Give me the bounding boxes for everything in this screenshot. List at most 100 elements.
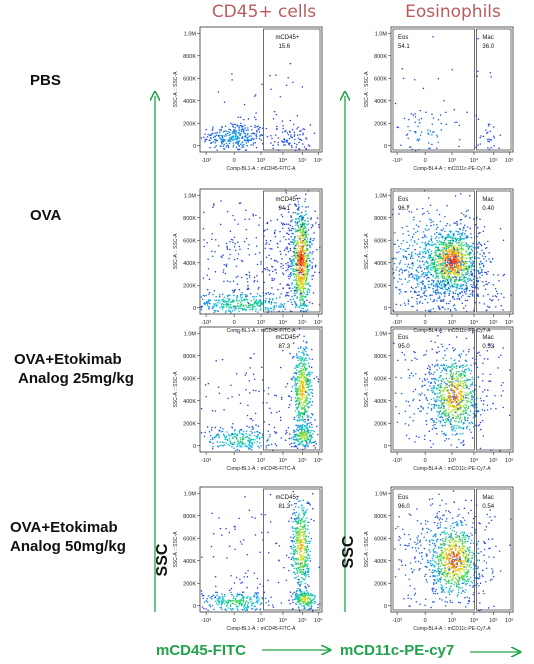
event-dot (431, 143, 433, 146)
event-dot (295, 292, 298, 294)
event-dot (470, 273, 472, 276)
event-dot (423, 256, 426, 259)
event-dot (461, 287, 463, 290)
event-dot (427, 242, 430, 244)
event-dot (300, 442, 302, 445)
event-dot (461, 284, 464, 287)
event-dot (294, 294, 296, 297)
event-dot (291, 129, 294, 131)
event-dot (214, 135, 217, 138)
event-dot (486, 283, 489, 285)
event-dot (441, 254, 444, 256)
event-dot (220, 128, 223, 131)
event-dot (301, 218, 304, 221)
event-dot (223, 444, 226, 446)
event-dot (210, 439, 212, 441)
event-dot (404, 269, 406, 272)
event-dot (239, 437, 242, 439)
event-dot (404, 250, 406, 252)
event-dot (285, 254, 287, 256)
event-dot (441, 244, 443, 246)
event-dot (286, 294, 289, 296)
event-dot (466, 384, 468, 387)
event-dot (308, 301, 311, 304)
event-dot (445, 123, 447, 125)
y-tick-label: 800K (183, 54, 196, 60)
event-dot (302, 307, 304, 310)
event-dot (238, 288, 241, 291)
event-dot (458, 298, 461, 301)
event-dot (432, 307, 435, 310)
event-dot (280, 303, 282, 305)
event-dot (307, 144, 310, 146)
event-dot (306, 274, 309, 276)
event-dot (302, 256, 305, 258)
event-dot (433, 224, 435, 226)
event-dot (308, 269, 311, 271)
event-dot (418, 264, 421, 267)
event-dot (275, 74, 277, 76)
event-dot (477, 269, 479, 271)
event-dot (225, 435, 228, 437)
event-dot (446, 279, 449, 281)
event-dot (305, 227, 307, 230)
event-dot (255, 310, 257, 312)
event-dot (241, 126, 243, 128)
event-dot (472, 281, 475, 284)
event-dot (264, 247, 266, 250)
event-dot (451, 428, 453, 431)
event-dot (301, 234, 304, 237)
event-dot (206, 288, 209, 291)
event-dot (396, 239, 399, 241)
y-tick-label: 600K (374, 76, 387, 82)
event-dot (433, 285, 435, 287)
event-dot (238, 129, 240, 132)
event-dot (459, 248, 462, 251)
event-dot (452, 245, 455, 247)
event-dot (423, 268, 426, 270)
event-dot (431, 348, 433, 350)
event-dot (299, 346, 302, 349)
event-dot (440, 299, 443, 301)
event-dot (308, 372, 311, 375)
event-dot (298, 221, 300, 223)
event-dot (423, 287, 425, 290)
event-dot (306, 277, 308, 280)
event-dot (476, 75, 478, 78)
event-dot (210, 429, 213, 431)
event-dot (293, 247, 295, 249)
event-dot (289, 247, 292, 250)
event-dot (294, 435, 297, 438)
event-dot (306, 231, 308, 233)
event-dot (220, 255, 222, 257)
event-dot (414, 121, 416, 123)
event-dot (443, 285, 446, 288)
event-dot (419, 296, 422, 298)
event-dot (451, 253, 453, 256)
event-dot (275, 260, 277, 262)
event-dot (298, 414, 301, 416)
event-dot (446, 420, 448, 422)
event-dot (427, 265, 430, 268)
event-dot (267, 439, 269, 442)
event-dot (429, 385, 431, 387)
event-dot (233, 129, 235, 131)
event-dot (441, 430, 443, 433)
eos-gate (392, 190, 475, 313)
event-dot (203, 239, 205, 241)
event-dot (311, 392, 314, 395)
event-dot (255, 133, 258, 135)
event-dot (443, 258, 445, 261)
event-dot (311, 436, 313, 439)
event-dot (298, 434, 300, 437)
event-dot (477, 257, 479, 259)
event-dot (298, 266, 301, 269)
event-dot (286, 232, 289, 235)
event-dot (286, 141, 288, 144)
event-dot (464, 277, 466, 279)
event-dot (465, 293, 467, 295)
event-dot (453, 261, 455, 263)
event-dot (296, 134, 299, 136)
event-dot (402, 239, 405, 242)
